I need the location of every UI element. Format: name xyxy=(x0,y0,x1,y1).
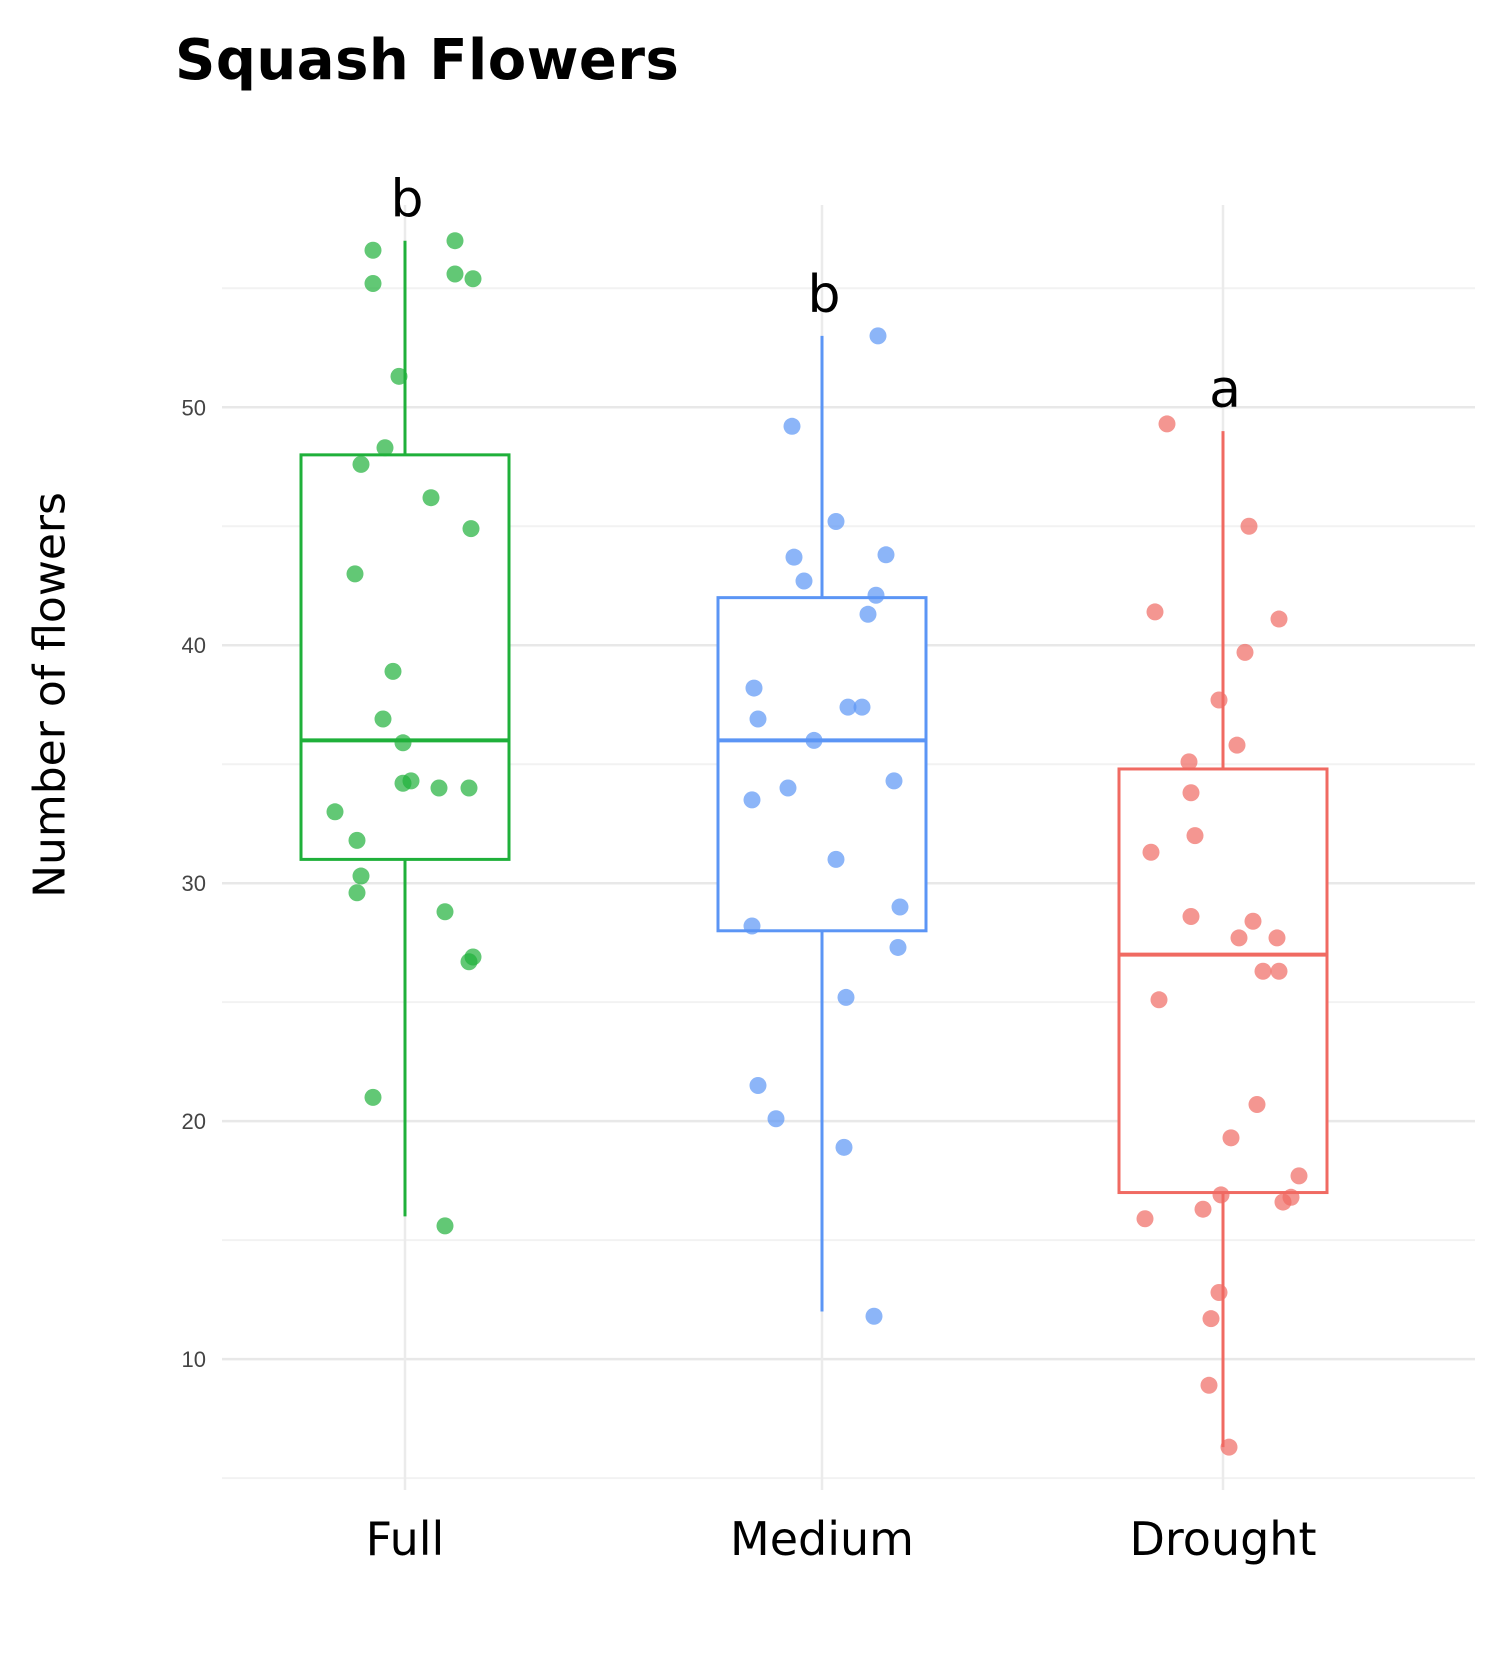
data-point xyxy=(889,938,907,956)
data-point xyxy=(1202,1310,1220,1328)
data-point xyxy=(869,327,887,345)
data-point xyxy=(867,586,885,604)
data-point xyxy=(1186,827,1204,845)
significance-letter: b xyxy=(390,170,423,230)
data-point xyxy=(1142,843,1160,861)
data-point xyxy=(376,439,394,457)
data-point xyxy=(745,679,763,697)
data-point xyxy=(1290,1167,1308,1185)
y-tick-label: 40 xyxy=(182,633,206,658)
data-point xyxy=(352,867,370,885)
data-point xyxy=(384,662,402,680)
significance-letter: a xyxy=(1209,360,1241,420)
data-point xyxy=(1222,1129,1240,1147)
data-point xyxy=(430,779,448,797)
x-tick-label: Medium xyxy=(730,1512,914,1566)
data-point xyxy=(1236,643,1254,661)
data-point xyxy=(364,275,382,293)
data-point xyxy=(1274,1193,1292,1211)
data-point xyxy=(422,489,440,507)
data-point xyxy=(839,698,857,716)
data-point xyxy=(348,884,366,902)
data-point xyxy=(1248,1096,1266,1113)
data-point xyxy=(1182,908,1200,926)
data-point xyxy=(1240,517,1258,535)
data-point xyxy=(795,572,813,590)
y-tick-label: 10 xyxy=(182,1347,206,1372)
data-point xyxy=(348,831,366,849)
data-point xyxy=(1254,962,1272,980)
box xyxy=(1117,767,1329,1195)
data-point xyxy=(446,265,464,283)
data-point xyxy=(464,270,482,288)
data-point xyxy=(1158,415,1176,433)
data-point xyxy=(1220,1438,1238,1456)
data-point xyxy=(1146,603,1164,621)
data-point xyxy=(827,850,845,868)
data-point xyxy=(460,779,478,797)
data-point xyxy=(436,1217,454,1235)
data-point xyxy=(859,605,877,623)
data-point xyxy=(1244,912,1262,930)
data-point xyxy=(743,791,761,809)
data-point xyxy=(1210,691,1228,709)
data-point xyxy=(865,1307,883,1325)
data-point xyxy=(891,898,909,916)
data-point xyxy=(805,731,823,749)
y-tick-label: 30 xyxy=(182,871,206,896)
data-point xyxy=(462,520,480,538)
data-point xyxy=(1150,991,1168,1009)
y-tick-label: 20 xyxy=(182,1109,206,1134)
data-point xyxy=(1230,929,1248,947)
data-point xyxy=(1270,610,1288,628)
data-point xyxy=(837,988,855,1006)
y-tick-label: 50 xyxy=(182,395,206,420)
data-point xyxy=(835,1138,853,1156)
data-point xyxy=(390,367,408,385)
data-point xyxy=(364,241,382,259)
data-point xyxy=(749,1076,767,1094)
data-point xyxy=(1200,1376,1218,1394)
data-point xyxy=(785,548,803,566)
data-point xyxy=(1210,1283,1228,1301)
data-point xyxy=(783,417,801,435)
data-point xyxy=(402,772,420,790)
chart-title: Squash Flowers xyxy=(175,28,680,93)
box xyxy=(716,596,928,933)
data-point xyxy=(749,710,767,728)
data-point xyxy=(326,803,344,821)
data-point xyxy=(352,455,370,473)
data-point xyxy=(743,917,761,935)
data-point xyxy=(1268,929,1286,947)
data-point xyxy=(827,512,845,530)
significance-letter: b xyxy=(807,265,840,325)
data-point xyxy=(767,1110,785,1128)
data-point xyxy=(1212,1186,1230,1204)
data-point xyxy=(436,903,454,921)
data-point xyxy=(779,779,797,797)
x-tick-label: Drought xyxy=(1129,1512,1316,1566)
data-point xyxy=(1194,1200,1212,1218)
data-point xyxy=(885,772,903,790)
data-point xyxy=(364,1088,382,1106)
data-point xyxy=(374,710,392,728)
data-point xyxy=(394,734,412,752)
data-point xyxy=(1182,784,1200,802)
data-point xyxy=(346,565,364,583)
data-point xyxy=(460,953,478,971)
data-point xyxy=(877,546,895,564)
data-point xyxy=(853,698,871,716)
data-point xyxy=(1136,1210,1154,1228)
box xyxy=(299,453,511,861)
data-point xyxy=(1270,962,1288,980)
data-point xyxy=(1228,736,1246,754)
data-point xyxy=(446,232,464,250)
x-tick-label: Full xyxy=(366,1512,445,1566)
data-point xyxy=(1180,753,1198,771)
